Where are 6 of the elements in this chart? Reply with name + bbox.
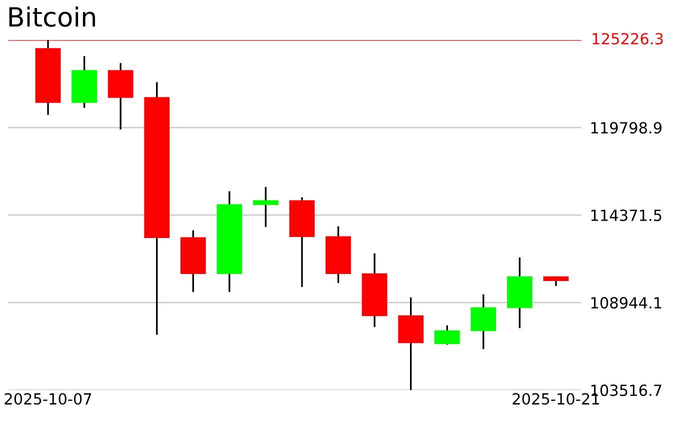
y-tick-label: 114371.5 <box>591 210 662 222</box>
y-tick-label: 119798.9 <box>591 122 662 134</box>
ref-line-label: 125226.3 <box>592 32 663 45</box>
x-tick-label: 2025-10-07 <box>4 393 92 405</box>
y-tick-label: 108944.1 <box>591 297 662 309</box>
chart-title: Bitcoin <box>9 6 96 27</box>
